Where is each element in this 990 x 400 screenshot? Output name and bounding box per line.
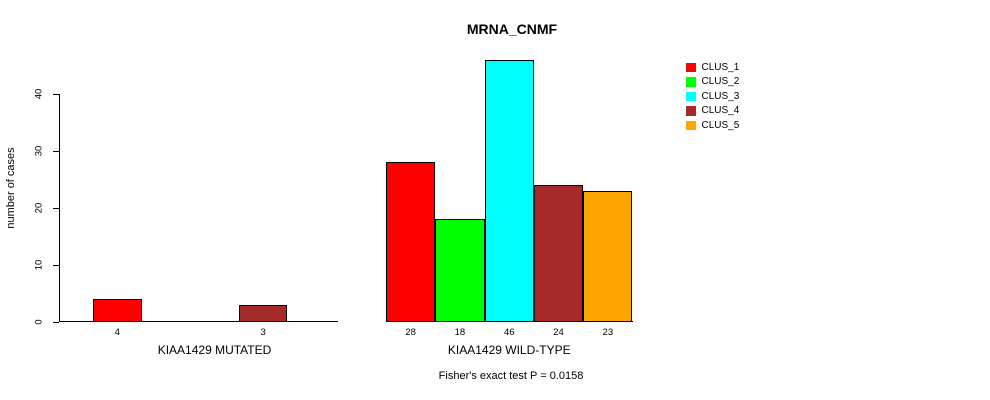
bar-value-label: 24 — [553, 327, 564, 338]
y-tick-label: 40 — [33, 88, 44, 100]
annotation-fishers-test: Fisher's exact test P = 0.0158 — [438, 370, 584, 382]
legend-swatch — [686, 77, 696, 87]
legend-label: CLUS_5 — [701, 119, 740, 131]
legend-swatch — [686, 120, 696, 130]
legend-item: CLUS_2 — [686, 75, 739, 90]
bar-value-label: 23 — [602, 327, 614, 338]
legend-item: CLUS_5 — [686, 118, 739, 133]
y-tick — [53, 93, 59, 95]
legend-label: CLUS_1 — [701, 61, 740, 73]
y-tick — [53, 321, 59, 323]
y-tick-label: 20 — [33, 202, 44, 214]
bar-clus_5 — [583, 190, 633, 322]
bar-value-label: 3 — [260, 327, 266, 338]
legend-item: CLUS_4 — [686, 104, 739, 119]
group-label: KIAA1429 WILD-TYPE — [447, 343, 571, 357]
bar-clus_4 — [238, 304, 288, 322]
y-tick-label: 10 — [33, 259, 44, 271]
y-tick-label: 30 — [33, 145, 44, 157]
bar-value-label: 18 — [454, 327, 466, 338]
y-axis-line — [58, 94, 60, 322]
y-tick-label: 0 — [33, 319, 44, 325]
bar-value-label: 4 — [114, 327, 120, 338]
legend-label: CLUS_4 — [701, 105, 740, 116]
x-baseline — [59, 321, 338, 322]
bar-value-label: 46 — [503, 327, 515, 338]
legend-swatch — [686, 91, 696, 101]
legend-swatch — [686, 62, 696, 72]
y-tick — [53, 207, 59, 209]
chart-title: MRNA_CNMF — [466, 21, 558, 37]
y-tick — [53, 150, 59, 152]
legend-swatch — [686, 106, 696, 116]
y-axis-label: number of cases — [5, 147, 17, 229]
y-tick — [53, 264, 59, 266]
bar-clus_1 — [386, 162, 436, 322]
bar-clus_1 — [93, 299, 142, 322]
legend-label: CLUS_2 — [701, 76, 740, 87]
bar-clus_2 — [435, 219, 485, 322]
group-label: KIAA1429 MUTATED — [157, 343, 272, 357]
bar-clus_4 — [533, 185, 584, 322]
legend-item: CLUS_1 — [686, 60, 739, 75]
legend-label: CLUS_3 — [701, 90, 740, 102]
legend-item: CLUS_3 — [686, 89, 739, 104]
bar-clus_3 — [484, 59, 534, 322]
bar-value-label: 28 — [405, 327, 416, 338]
